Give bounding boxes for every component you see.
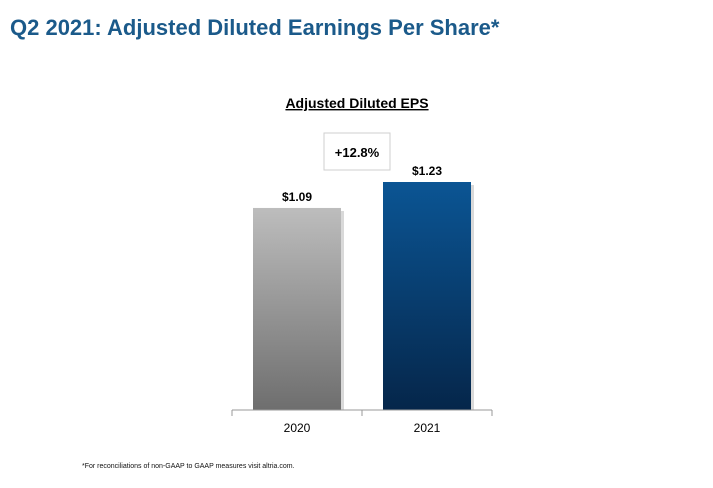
growth-annotation-text: +12.8%: [335, 145, 380, 160]
x-tick-label-2021: 2021: [414, 421, 441, 435]
chart-title: Adjusted Diluted EPS: [285, 95, 428, 111]
slide-title: Q2 2021: Adjusted Diluted Earnings Per S…: [10, 15, 500, 40]
data-label-2021: $1.23: [412, 164, 442, 178]
bar-2020: [253, 207, 341, 410]
data-label-2020: $1.09: [282, 190, 312, 204]
bar-2021: [383, 182, 471, 410]
footnote: *For reconciliations of non-GAAP to GAAP…: [82, 463, 295, 470]
x-tick-label-2020: 2020: [284, 421, 311, 435]
growth-annotation: +12.8%: [323, 132, 391, 171]
growth-annotation-box: [323, 132, 391, 171]
bars-layer: $1.09 2020 $1.23 2021: [253, 164, 474, 435]
